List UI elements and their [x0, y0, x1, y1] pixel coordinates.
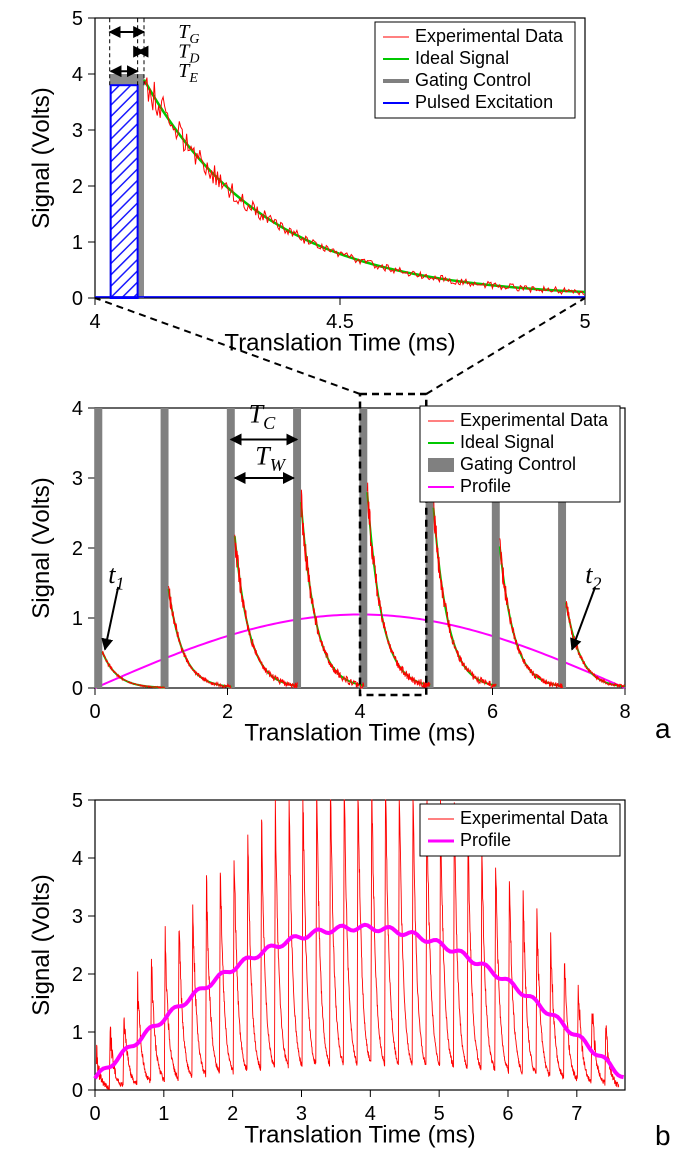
- ytick-label: 2: [72, 176, 83, 198]
- xtick-label: 1: [158, 1103, 169, 1125]
- ytick-label: 3: [72, 906, 83, 928]
- panel-middle: 0246801234Translation Time (ms)Signal (V…: [28, 394, 631, 746]
- y-axis-label: Signal (Volts): [28, 87, 55, 228]
- xtick-label: 2: [227, 1103, 238, 1125]
- experimental-line: [434, 496, 497, 688]
- ytick-label: 3: [72, 120, 83, 142]
- legend-label: Profile: [460, 476, 511, 496]
- panel-label-b: b: [655, 1120, 671, 1151]
- ytick-label: 0: [72, 678, 83, 700]
- xtick-label: 4: [89, 311, 100, 333]
- experimental-line: [235, 535, 298, 688]
- panel-top: 44.55012345Translation Time (ms)Signal (…: [28, 8, 591, 356]
- annotation-arrow: [105, 587, 118, 650]
- xtick-label: 0: [89, 1103, 100, 1125]
- gating-bar: [227, 408, 235, 688]
- ytick-label: 3: [72, 468, 83, 490]
- xtick-label: 2: [222, 701, 233, 723]
- annotation-label: t2: [585, 560, 601, 594]
- legend-label: Ideal Signal: [415, 48, 509, 68]
- ytick-label: 0: [72, 288, 83, 310]
- legend-label: Experimental Data: [460, 808, 609, 828]
- annotation-label: TC: [249, 400, 276, 434]
- x-axis-label: Translation Time (ms): [244, 719, 475, 746]
- gating-bar: [293, 408, 301, 688]
- ytick-label: 0: [72, 1080, 83, 1102]
- legend-label: Ideal Signal: [460, 432, 554, 452]
- ytick-label: 4: [72, 848, 83, 870]
- highlight-box: [360, 394, 426, 695]
- gating-bar: [161, 408, 169, 688]
- xtick-label: 8: [619, 701, 630, 723]
- xtick-label: 6: [502, 1103, 513, 1125]
- x-axis-label: Translation Time (ms): [224, 329, 455, 356]
- x-axis-label: Translation Time (ms): [244, 1121, 475, 1148]
- annotation-label: t1: [108, 560, 124, 594]
- ytick-label: 1: [72, 232, 83, 254]
- experimental-line: [301, 490, 364, 688]
- pulsed-excitation-box: [111, 85, 138, 298]
- y-axis-label: Signal (Volts): [28, 477, 55, 618]
- xtick-label: 7: [571, 1103, 582, 1125]
- annotation-arrow: [572, 587, 595, 650]
- y-axis-label: Signal (Volts): [28, 874, 55, 1015]
- ytick-label: 1: [72, 608, 83, 630]
- legend-label: Profile: [460, 830, 511, 850]
- legend-label: Experimental Data: [415, 26, 564, 46]
- ytick-label: 4: [72, 398, 83, 420]
- experimental-line: [102, 652, 165, 688]
- xtick-label: 5: [579, 311, 590, 333]
- xtick-label: 0: [89, 701, 100, 723]
- legend-label: Gating Control: [460, 454, 576, 474]
- ytick-label: 4: [72, 64, 83, 86]
- legend-label: Pulsed Excitation: [415, 92, 553, 112]
- legend-label: Experimental Data: [460, 410, 609, 430]
- ytick-label: 1: [72, 1022, 83, 1044]
- annotation-label: TW: [255, 442, 286, 476]
- gating-bar: [94, 408, 102, 688]
- legend-swatch: [428, 458, 454, 472]
- panel-bottom: 01234567012345Translation Time (ms)Signa…: [28, 790, 625, 1148]
- panel-label-a: a: [655, 713, 671, 744]
- ytick-label: 5: [72, 790, 83, 812]
- experimental-line: [367, 483, 430, 688]
- ytick-label: 2: [72, 538, 83, 560]
- ytick-label: 5: [72, 8, 83, 30]
- ytick-label: 2: [72, 964, 83, 986]
- legend-label: Gating Control: [415, 70, 531, 90]
- experimental-line: [500, 538, 563, 688]
- xtick-label: 6: [487, 701, 498, 723]
